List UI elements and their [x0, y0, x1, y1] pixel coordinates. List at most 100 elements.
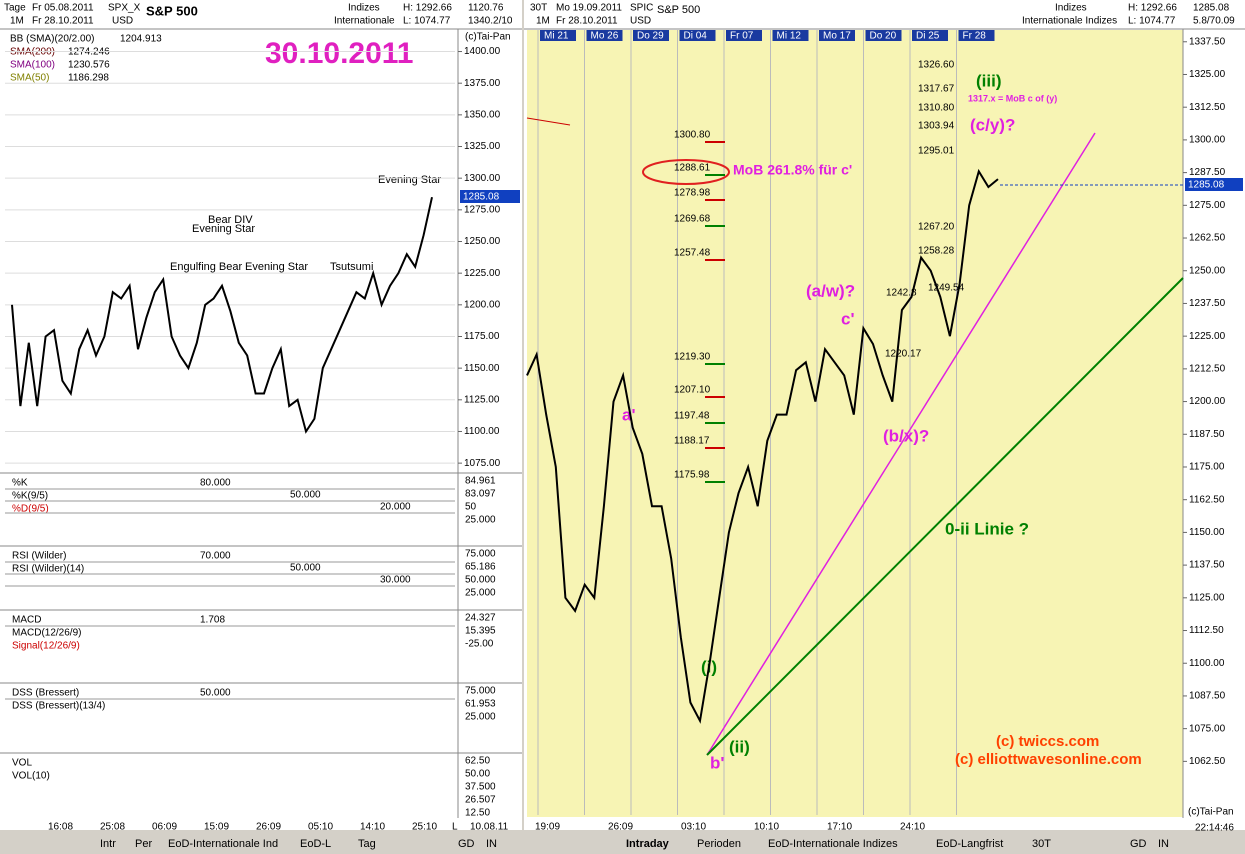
level-label: 1267.20 — [918, 222, 955, 233]
header: 1285.08 — [1193, 3, 1230, 14]
annotation: Evening Star — [245, 261, 308, 273]
level-label: 1310.80 — [918, 103, 955, 114]
y-tick-label: 1150.00 — [1189, 527, 1225, 538]
price-line — [526, 168, 999, 724]
level-label: 1188.17 — [674, 436, 710, 447]
annotation: Evening Star — [192, 223, 255, 235]
header: 1M — [536, 16, 550, 27]
level-label: 1278.98 — [674, 188, 711, 199]
header: SPIC — [630, 3, 653, 14]
level-label: 50.000 — [290, 490, 321, 501]
panel-title: %K — [12, 478, 28, 489]
y-tick-label: 1075.00 — [1189, 723, 1226, 734]
tab[interactable]: IN — [486, 838, 497, 850]
tab[interactable]: Tag — [358, 838, 376, 850]
tab[interactable]: GD — [458, 838, 475, 850]
day-label: Mo 17 — [823, 31, 851, 42]
tab[interactable]: Per — [135, 838, 152, 850]
scale-label: 25.000 — [465, 712, 496, 723]
tab[interactable]: IN — [1158, 838, 1169, 850]
panel-legend: %K(9/5) — [12, 491, 48, 502]
level-label: 1242.8 — [886, 288, 917, 299]
day-label: Mo 26 — [591, 31, 619, 42]
tab[interactable]: EoD-Internationale Indizes — [768, 838, 898, 850]
day-box — [958, 30, 995, 41]
tab[interactable]: GD — [1130, 838, 1147, 850]
day-box — [865, 30, 902, 41]
annotation: MoB 261.8% für c' — [733, 162, 852, 178]
tab[interactable]: Intr — [100, 838, 116, 850]
header: Indizes — [348, 3, 380, 14]
scale-label: 37.500 — [465, 782, 496, 793]
level-label: 30.000 — [380, 575, 411, 586]
y-tick-label: 1200.00 — [1189, 396, 1226, 407]
y-tick-label: 1175.00 — [464, 331, 500, 342]
level-label: 1317.67 — [918, 84, 955, 95]
annotation: (iii) — [976, 71, 1002, 90]
tab[interactable]: EoD-Langfrist — [936, 838, 1003, 850]
y-tick-label: 1075.00 — [464, 458, 501, 469]
annotation: (b/x)? — [883, 426, 929, 445]
tab[interactable]: EoD-Internationale Ind — [168, 838, 278, 850]
panel-legend: DSS (Bressert)(13/4) — [12, 701, 105, 712]
day-box — [633, 30, 669, 41]
header: Fr 28.10.2011 — [556, 16, 618, 27]
scale-label: 50 — [465, 502, 477, 513]
day-label: Do 29 — [637, 31, 664, 42]
header: 30T — [530, 3, 547, 14]
date-title: 30.10.2011 — [265, 37, 414, 70]
day-label: Mi 12 — [777, 31, 802, 42]
tab[interactable]: EoD-L — [300, 838, 331, 850]
day-box — [586, 30, 623, 41]
scale-label: 62.50 — [465, 756, 490, 767]
legend: SMA(100) — [10, 60, 55, 71]
scale-label: 25.000 — [465, 515, 496, 526]
panel-title: RSI (Wilder) — [12, 551, 66, 562]
level-label: 1219.30 — [674, 352, 711, 363]
y-tick-label: 1212.50 — [1189, 363, 1226, 374]
y-tick-label: 1262.50 — [1189, 233, 1226, 244]
y-tick-label: 1087.50 — [1189, 691, 1226, 702]
level-label: 1175.98 — [674, 470, 710, 481]
day-box — [679, 30, 716, 41]
annotation: (a/w)? — [806, 281, 855, 300]
scale-label: 24.327 — [465, 613, 496, 624]
header: L: 1074.77 — [1128, 16, 1176, 27]
price-tag — [460, 190, 520, 203]
y-tick-label: 1275.00 — [1189, 200, 1226, 211]
header: H: 1292.66 — [403, 3, 452, 14]
header: 5.8/70.09 — [1193, 16, 1235, 27]
x-tick-label: 03:10 — [681, 822, 706, 833]
level-label: 1288.61 — [674, 163, 711, 174]
left-window — [0, 0, 522, 830]
trend-line — [706, 132, 1096, 756]
x-tick-label: 10:10 — [754, 822, 779, 833]
day-box — [726, 30, 762, 41]
legend: SMA(50) — [10, 73, 49, 84]
indicator-panels: %K %K(9/5) %D(9/5) 80.000 50.000 20.000 84.961… — [0, 472, 522, 819]
scale-label: 12.50 — [465, 808, 490, 819]
annotation: Engulfing Bear — [170, 261, 242, 273]
y-tick-label: 1100.00 — [464, 426, 500, 437]
x-tick-label: 26:09 — [608, 822, 633, 833]
tab[interactable]: Perioden — [697, 838, 741, 850]
header: USD — [630, 16, 651, 27]
day-box — [912, 30, 948, 41]
y-tick-label: 1375.00 — [464, 78, 501, 89]
copyright: (c)Tai-Pan — [465, 32, 511, 43]
legend: SMA(200) — [10, 47, 55, 58]
x-tick-label: 25:08 — [100, 822, 125, 833]
annotation: (ii) — [729, 737, 750, 756]
annotation: 1317.x = MoB c of (y) — [968, 93, 1057, 103]
level-label: 1.708 — [200, 615, 225, 626]
tab[interactable]: 30T — [1032, 838, 1051, 850]
header: Internationale Indizes — [1022, 16, 1117, 27]
header: Fr 28.10.2011 — [32, 16, 94, 27]
y-tick-label: 1312.50 — [1189, 102, 1226, 113]
tab[interactable]: Intraday — [626, 838, 670, 850]
scale-label: 75.000 — [465, 549, 496, 560]
level-label: 1197.48 — [674, 411, 710, 422]
y-tick-label: 1100.00 — [1189, 658, 1225, 669]
header: Mo 19.09.2011 — [556, 3, 622, 14]
